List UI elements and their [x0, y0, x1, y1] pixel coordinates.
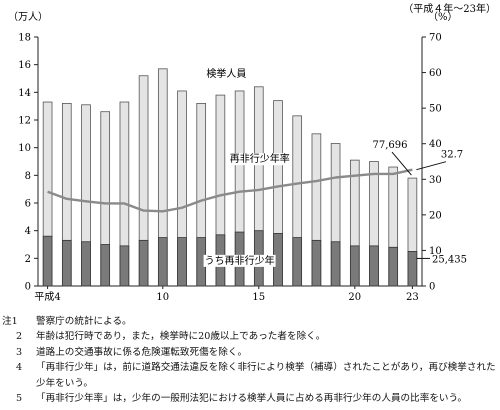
note-item: 5 「再非行少年率」は，少年の一般刑法犯における検挙人員に占める再非行少年の人員の…	[2, 391, 496, 406]
y-left-tick-label: 0	[25, 282, 31, 293]
note-number: 4	[16, 362, 23, 374]
bar-repeat	[157, 237, 168, 287]
bar-repeat	[369, 245, 379, 287]
bar-repeat	[100, 244, 111, 287]
note-item: 4 「再非行少年」は，前に道路交通法違反を除く非行により検挙（補導）されたことがあ…	[2, 360, 496, 391]
notes: 注1 警察庁の統計による。 2 年齢は犯行時であり，また，検挙時に20歳以上であった…	[2, 314, 496, 406]
y-left-tick-label: 2	[25, 254, 31, 265]
y-left-tick-label: 12	[18, 116, 31, 127]
y-left-tick-label: 16	[18, 60, 31, 71]
series-label-repeat: うち再非行少年	[205, 254, 275, 267]
y-right-tick-label: 0	[429, 282, 435, 293]
bar-repeat	[42, 235, 53, 287]
note-item: 注1 警察庁の統計による。	[2, 314, 496, 329]
note-text: 道路上の交通事故に係る危険運転致死傷を除く。	[36, 346, 248, 358]
x-tick-label: 15	[252, 292, 265, 303]
y-right-tick-label: 60	[429, 68, 442, 79]
y-left-tick-label: 6	[25, 199, 31, 210]
y-right-tick-label: 10	[429, 246, 442, 257]
series-label-repeat-bg	[203, 254, 276, 267]
y-right-unit: （%）	[428, 11, 458, 23]
bar-repeat	[407, 251, 418, 287]
note-number: 注1	[2, 316, 18, 327]
note-number: 2	[16, 331, 23, 343]
bar-repeat	[311, 239, 322, 287]
y-left-tick-label: 8	[25, 171, 31, 182]
x-tick-label: 23	[406, 292, 419, 303]
bar-repeat	[349, 245, 360, 287]
note-text: 「再非行少年率」は，少年の一般刑法犯における検挙人員に占める再非行少年の人員の比…	[36, 393, 468, 405]
note-item: 2 年齢は犯行時であり，また，検挙時に20歳以上であった者を除く。	[2, 329, 496, 344]
series-label-rate: 再非行少年率	[230, 152, 290, 165]
y-left-tick-label: 4	[25, 226, 31, 237]
bar-repeat	[330, 241, 341, 287]
y-left-tick-label: 18	[18, 33, 31, 44]
y-right-tick-label: 40	[429, 139, 442, 150]
x-tick-label: 平成4	[34, 291, 60, 303]
bar-repeat	[292, 237, 303, 287]
rate-line	[47, 168, 413, 213]
y-right-tick-label: 70	[429, 33, 442, 44]
y-left-tick-label: 14	[18, 88, 31, 99]
y-right-tick-label: 30	[429, 175, 442, 186]
y-left-unit: （万人）	[8, 11, 48, 23]
note-item: 3 道路上の交通事故に係る危険運転致死傷を除く。	[2, 345, 496, 360]
annotation-rate: 32.7	[441, 150, 463, 161]
bar-repeat	[177, 237, 187, 287]
note-text: 年齢は犯行時であり，また，検挙時に20歳以上であった者を除く。	[36, 331, 326, 343]
note-text: 「再非行少年」は，前に道路交通法違反を除く非行により検挙（補導）されたことがあり…	[36, 362, 496, 389]
bar-repeat	[61, 239, 72, 287]
note-number: 5	[16, 393, 23, 405]
bar-repeat	[138, 239, 149, 287]
bar-repeat	[119, 245, 130, 287]
note-text: 警察庁の統計による。	[36, 316, 132, 327]
x-tick-label: 20	[348, 292, 361, 303]
annotation-rate-arrow	[416, 161, 447, 171]
x-tick-label: 10	[156, 292, 169, 303]
annotation-total-arrow	[391, 151, 412, 176]
period-label: （平成４年～23年）	[403, 2, 496, 15]
bar-repeat	[81, 241, 91, 287]
series-label-rate-bg	[228, 153, 291, 166]
note-number: 3	[16, 346, 23, 358]
series-label-total: 検挙人員	[206, 67, 246, 80]
annotation-repeat: 25,435	[432, 254, 467, 265]
chart: （平成４年～23年） （万人） （%） 0 2 4 6 8 10 12 14 16 18 0 10 20…	[8, 2, 496, 303]
y-left-tick-label: 10	[18, 143, 31, 154]
y-right-tick-label: 20	[429, 210, 442, 221]
bar-repeat	[388, 246, 399, 287]
y-right-tick-label: 50	[429, 104, 442, 115]
annotation-total: 77,696	[373, 140, 408, 151]
